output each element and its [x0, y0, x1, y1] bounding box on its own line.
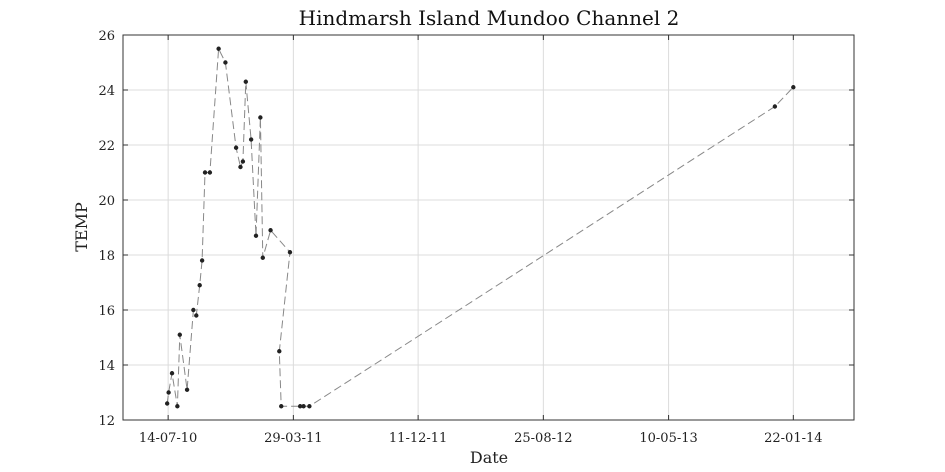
data-point [216, 46, 221, 51]
data-point [307, 404, 312, 409]
series [164, 46, 796, 409]
series-line [166, 46, 794, 407]
data-point [240, 159, 246, 164]
data-point [268, 228, 273, 233]
axes: 12 14 16 18 20 22 24 26 14-07-10 29-03-11 11-12-11… [98, 29, 854, 446]
y-tick-label: 20 [98, 194, 115, 209]
data-point [243, 79, 249, 84]
data-point [258, 115, 263, 120]
data-point [223, 60, 228, 65]
data-point [297, 404, 303, 409]
x-tick-label: 11-12-11 [389, 431, 447, 446]
data-point [277, 349, 282, 354]
y-tick-label: 22 [98, 139, 115, 154]
data-point [202, 170, 208, 175]
data-point [253, 233, 259, 238]
data-point [238, 164, 243, 170]
y-tick-label: 12 [98, 414, 115, 429]
data-point [199, 258, 205, 263]
plot-frame [122, 34, 855, 421]
data-point [233, 145, 239, 150]
y-tick-label: 18 [98, 249, 115, 264]
data-point [164, 401, 170, 406]
data-point [166, 390, 171, 395]
x-tick-label: 10-05-13 [639, 431, 697, 446]
data-point [772, 104, 778, 109]
data-point [207, 170, 213, 175]
data-point [279, 404, 284, 409]
data-point [197, 283, 202, 288]
data-point [260, 255, 265, 260]
data-point [175, 404, 180, 409]
y-tick-label: 16 [98, 304, 115, 319]
data-point [287, 250, 293, 255]
x-tick-label: 25-08-12 [514, 431, 572, 446]
grid [123, 34, 854, 421]
data-point [301, 404, 306, 409]
y-tick-label: 24 [98, 84, 115, 99]
data-point [169, 371, 175, 376]
x-axis-label: Date [470, 448, 508, 467]
data-point [194, 313, 199, 318]
y-tick-label: 14 [98, 359, 115, 374]
y-tick-label: 26 [98, 29, 115, 44]
data-point [184, 387, 190, 392]
data-point [177, 332, 182, 337]
data-point [791, 85, 796, 90]
data-point [191, 307, 196, 313]
x-tick-label: 22-01-14 [764, 431, 822, 446]
x-tick-label: 29-03-11 [264, 431, 322, 446]
chart-title: Hindmarsh Island Mundoo Channel 2 [299, 6, 680, 30]
y-axis-label: TEMP [72, 202, 91, 252]
data-point [248, 137, 254, 142]
x-tick-label: 14-07-10 [139, 431, 197, 446]
